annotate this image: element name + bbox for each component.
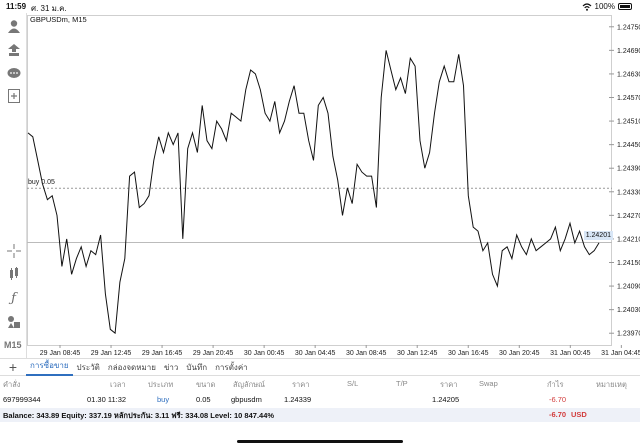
x-tick-label: 30 Jan 08:45 — [346, 350, 387, 357]
chart-canvas: 1.24750 1.24690 1.24630 1.24570 1.24510 1.244… — [27, 15, 640, 357]
col-current-price: ราคา — [440, 380, 458, 389]
wifi-icon — [582, 2, 591, 11]
y-tick-label: 1.23970 — [617, 331, 640, 338]
x-tick-label: 30 Jan 04:45 — [295, 350, 336, 357]
table-header: คำสั่ง เวลา ประเภท ขนาด สัญลักษณ์ ราคา S… — [0, 378, 640, 389]
order-id: 697999344 — [3, 395, 41, 404]
price-series-line — [27, 50, 600, 335]
col-size: ขนาด — [196, 380, 216, 389]
y-tick-label: 1.24450 — [617, 142, 640, 149]
x-tick-label: 31 Jan 00:45 — [550, 350, 591, 357]
tab-history[interactable]: ประวัติ — [76, 362, 100, 372]
plot-frame — [27, 15, 612, 346]
current-price-tag: 1.24201 — [583, 231, 613, 240]
account-icon[interactable] — [4, 17, 23, 35]
x-tick-label: 30 Jan 16:45 — [448, 350, 489, 357]
y-tick-label: 1.24150 — [617, 260, 640, 267]
tab-journal[interactable]: บันทึก — [186, 362, 208, 372]
tab-trade[interactable]: การซื้อขาย — [26, 359, 73, 376]
y-tick-label: 1.24030 — [617, 307, 640, 314]
summary-text: Balance: 343.89 Equity: 337.19 หลักประกั… — [3, 411, 275, 420]
y-tick-label: 1.24510 — [617, 119, 640, 126]
table-row[interactable]: 697999344 01.30 11:32 buy 0.05 gbpusdm 1… — [0, 394, 640, 406]
chart-title: GBPUSDm, M15 — [30, 15, 87, 24]
close-price: 1.24205 — [432, 395, 460, 404]
x-tick-label: 30 Jan 12:45 — [397, 350, 438, 357]
col-swap: Swap — [479, 379, 498, 388]
y-tick-label: 1.24690 — [617, 48, 640, 55]
y-tick-label: 1.24210 — [617, 236, 640, 243]
tab-settings[interactable]: การตั้งค่า — [215, 362, 248, 372]
col-tp: T/P — [396, 379, 408, 388]
y-tick-label: 1.24570 — [617, 95, 640, 102]
x-tick-label: 29 Jan 16:45 — [142, 350, 183, 357]
function-icon[interactable]: ƒ — [11, 290, 16, 306]
col-type: ประเภท — [148, 380, 174, 389]
account-summary: Balance: 343.89 Equity: 337.19 หลักประกั… — [0, 408, 640, 422]
order-size: 0.05 — [196, 395, 211, 404]
price-chart[interactable]: 1.24750 1.24690 1.24630 1.24570 1.24510 1.244… — [27, 13, 640, 358]
open-price: 1.24339 — [284, 395, 312, 404]
x-tick-label: 31 Jan 04:45 — [601, 350, 640, 357]
timeframe-button[interactable]: M15 — [4, 340, 22, 350]
x-tick-label: 30 Jan 00:45 — [244, 350, 285, 357]
col-profit: กำไร — [547, 380, 564, 389]
col-order: คำสั่ง — [3, 380, 21, 389]
buy-line-label: buy 0.05 — [28, 179, 55, 186]
terminal-tabs: + การซื้อขาย ประวัติ กล่องจดหมาย ข่าว บั… — [0, 358, 640, 376]
y-tick-label: 1.24390 — [617, 166, 640, 173]
add-icon[interactable]: + — [8, 359, 18, 375]
date: ศ. 31 ม.ค. — [31, 4, 67, 13]
status-bar: 11:59 ศ. 31 ม.ค. 100% — [0, 0, 640, 13]
y-tick-label: 1.24630 — [617, 71, 640, 78]
x-tick-label: 30 Jan 20:45 — [499, 350, 540, 357]
chart-toolbar: ƒ M15 — [0, 13, 27, 358]
tab-mailbox[interactable]: กล่องจดหมาย — [107, 362, 156, 372]
tab-news[interactable]: ข่าว — [163, 362, 179, 372]
x-tick-label: 29 Jan 20:45 — [193, 350, 234, 357]
home-indicator — [237, 440, 403, 443]
col-time: เวลา — [110, 380, 126, 389]
summary-profit: -6.70 — [549, 410, 567, 419]
y-tick-label: 1.24270 — [617, 213, 640, 220]
trade-icon[interactable] — [4, 41, 23, 59]
chat-icon[interactable] — [4, 64, 23, 82]
col-symbol: สัญลักษณ์ — [233, 380, 266, 389]
crosshair-icon[interactable] — [4, 242, 23, 260]
col-comment: หมายเหตุ — [596, 380, 627, 389]
y-tick-label: 1.24090 — [617, 284, 640, 291]
clock: 11:59 — [6, 2, 27, 11]
y-tick-label: 1.24330 — [617, 189, 640, 196]
order-type: buy — [157, 395, 170, 404]
indicators-icon[interactable] — [4, 265, 23, 283]
x-tick-label: 29 Jan 08:45 — [40, 350, 81, 357]
col-sl: S/L — [347, 379, 359, 388]
new-order-icon[interactable] — [4, 87, 23, 105]
summary-currency: USD — [571, 410, 587, 419]
status-right: 100% — [582, 2, 632, 11]
order-symbol: gbpusdm — [231, 395, 262, 404]
battery-percent: 100% — [594, 2, 615, 11]
objects-icon[interactable] — [4, 313, 23, 331]
order-time: 01.30 11:32 — [87, 395, 127, 404]
x-tick-label: 29 Jan 12:45 — [91, 350, 132, 357]
battery-icon — [618, 3, 632, 10]
y-tick-label: 1.24750 — [617, 24, 640, 31]
order-profit: -6.70 — [549, 395, 567, 404]
col-price: ราคา — [292, 380, 310, 389]
